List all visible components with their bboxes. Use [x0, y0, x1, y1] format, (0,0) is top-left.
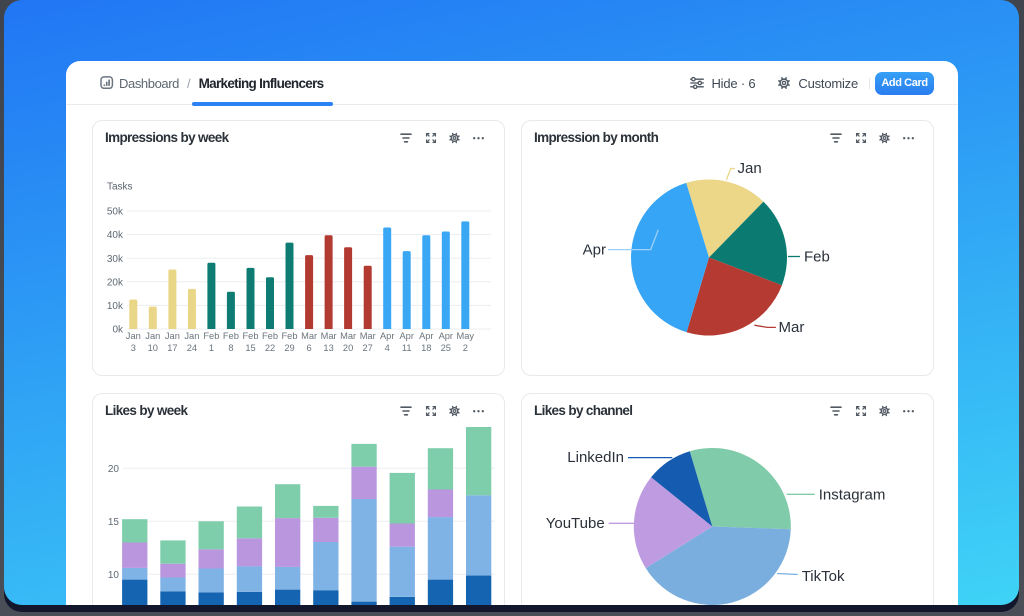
svg-text:22: 22: [265, 343, 275, 353]
svg-text:Jan: Jan: [126, 331, 141, 341]
svg-text:Mar: Mar: [360, 331, 376, 341]
svg-text:Jan: Jan: [145, 331, 160, 341]
svg-text:40k: 40k: [107, 230, 124, 241]
svg-text:Feb: Feb: [281, 331, 297, 341]
svg-text:Mar: Mar: [779, 319, 805, 336]
svg-text:Apr: Apr: [583, 242, 606, 259]
svg-text:8: 8: [228, 343, 233, 353]
svg-text:Likes by channel: Likes by channel: [534, 403, 632, 418]
svg-text:2: 2: [463, 343, 468, 353]
svg-text:Mar: Mar: [321, 331, 337, 341]
svg-text:Jan: Jan: [738, 160, 762, 177]
svg-text:Feb: Feb: [262, 331, 278, 341]
svg-text:18: 18: [421, 343, 431, 353]
svg-text:Instagram: Instagram: [819, 486, 886, 503]
svg-text:25: 25: [441, 343, 451, 353]
svg-text:0k: 0k: [112, 325, 124, 336]
svg-text:3: 3: [131, 343, 136, 353]
svg-text:Mar: Mar: [340, 331, 356, 341]
svg-text:May: May: [457, 331, 475, 341]
svg-text:Jan: Jan: [165, 331, 180, 341]
svg-text:10k: 10k: [107, 301, 124, 312]
svg-text:50k: 50k: [107, 207, 124, 218]
svg-text:27: 27: [363, 343, 373, 353]
svg-text:Impression by month: Impression by month: [534, 130, 659, 145]
svg-text:Impressions by week: Impressions by week: [105, 130, 230, 145]
svg-text:LinkedIn: LinkedIn: [567, 449, 624, 466]
svg-text:Likes by week: Likes by week: [105, 403, 188, 418]
svg-text:Feb: Feb: [242, 331, 258, 341]
svg-text:10: 10: [148, 343, 158, 353]
svg-text:29: 29: [284, 343, 294, 353]
svg-text:TikTok: TikTok: [802, 568, 845, 585]
svg-text:Feb: Feb: [804, 249, 830, 266]
svg-text:Apr: Apr: [439, 331, 453, 341]
svg-text:13: 13: [323, 343, 333, 353]
svg-text:17: 17: [167, 343, 177, 353]
svg-text:Jan: Jan: [184, 331, 199, 341]
svg-text:4: 4: [385, 343, 390, 353]
svg-text:20k: 20k: [107, 277, 124, 288]
svg-text:1: 1: [209, 343, 214, 353]
svg-text:Feb: Feb: [223, 331, 239, 341]
svg-text:Apr: Apr: [399, 331, 413, 341]
svg-text:Tasks: Tasks: [107, 182, 133, 193]
svg-text:10: 10: [108, 570, 120, 581]
svg-text:11: 11: [402, 343, 412, 353]
svg-text:Apr: Apr: [419, 331, 433, 341]
svg-text:Mar: Mar: [301, 331, 317, 341]
svg-text:Feb: Feb: [203, 331, 219, 341]
svg-text:Apr: Apr: [380, 331, 394, 341]
svg-text:20: 20: [343, 343, 353, 353]
svg-text:YouTube: YouTube: [546, 515, 605, 532]
svg-text:20: 20: [108, 464, 120, 475]
svg-text:15: 15: [108, 517, 120, 528]
svg-text:30k: 30k: [107, 254, 124, 265]
svg-text:6: 6: [307, 343, 312, 353]
svg-text:24: 24: [187, 343, 197, 353]
svg-text:15: 15: [245, 343, 255, 353]
